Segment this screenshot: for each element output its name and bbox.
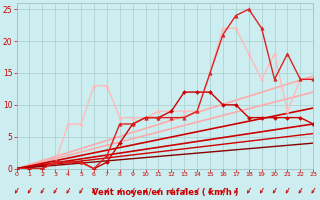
X-axis label: Vent moyen/en rafales ( km/h ): Vent moyen/en rafales ( km/h ) xyxy=(92,188,238,197)
